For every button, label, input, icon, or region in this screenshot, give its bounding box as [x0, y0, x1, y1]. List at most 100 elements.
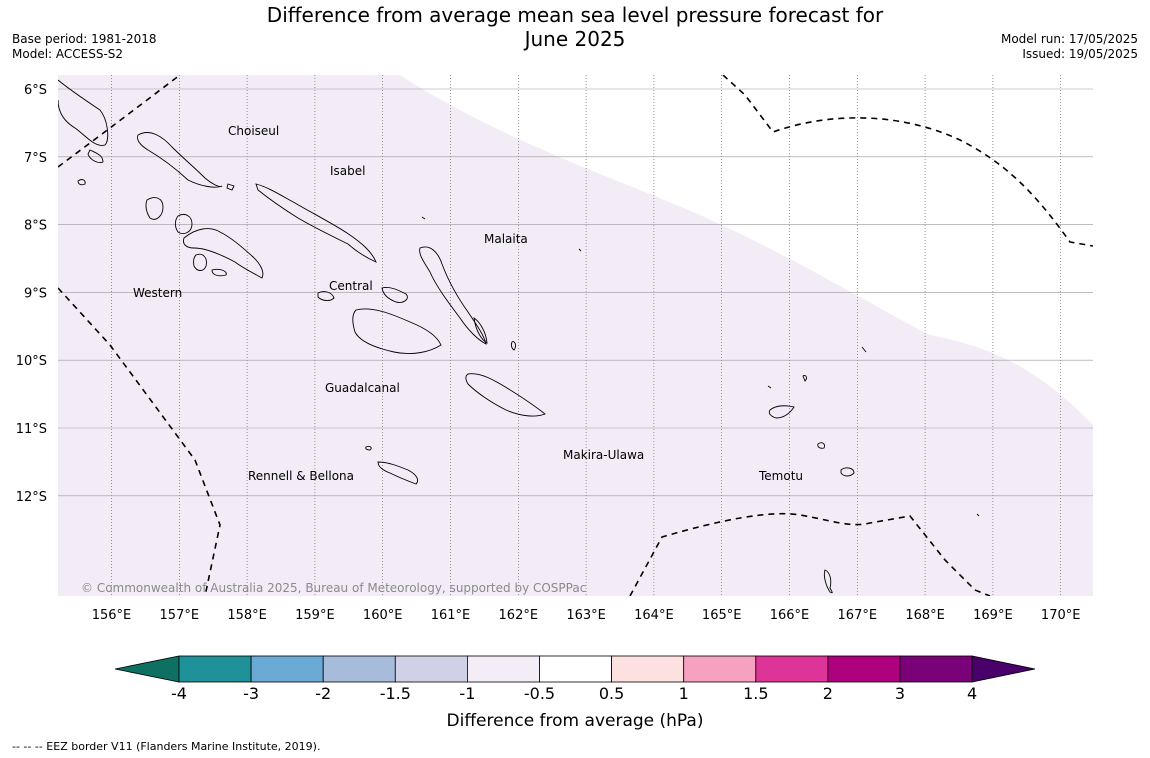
- colorbar-segment: [539, 655, 612, 683]
- region-label-rennell-bellona: Rennell & Bellona: [248, 469, 354, 483]
- region-label-makira-ulawa: Makira-Ulawa: [563, 448, 644, 462]
- lat-tick-label: 8°S: [24, 219, 47, 234]
- colorbar-tick-label: -4: [171, 684, 187, 703]
- chart-title: Difference from average mean sea level p…: [0, 3, 1150, 51]
- colorbar-segment: [394, 655, 468, 683]
- region-label-western: Western: [133, 286, 182, 300]
- colorbar-extend-low: [114, 655, 180, 683]
- coast-bougainville: [58, 79, 109, 146]
- coast-reef-islands: [802, 375, 807, 382]
- coast-vanuatu-torres: [823, 569, 833, 594]
- colorbar-tick-label: 3: [895, 684, 905, 703]
- colorbar-tick-label: 4: [967, 684, 977, 703]
- colorbar-tick-label: -1.5: [380, 684, 411, 703]
- eez-legend-note: -- -- -- EEZ border V11 (Flanders Marine…: [12, 740, 321, 753]
- model-name: Model: ACCESS-S2: [12, 47, 124, 61]
- coast-isabel: [255, 183, 377, 263]
- meta-right: Model run: 17/05/2025 Issued: 19/05/2025: [1001, 32, 1138, 62]
- coast-small-malaita: [473, 317, 488, 344]
- lon-tick-label: 159°E: [295, 608, 335, 623]
- colorbar-segment: [755, 655, 829, 683]
- coast-choiseul-tip: [226, 183, 235, 191]
- lon-tick-label: 163°E: [566, 608, 606, 623]
- colorbar-extend-high: [971, 655, 1036, 683]
- lon-tick-label: 160°E: [363, 608, 403, 623]
- coast-sikaiana: [578, 248, 582, 252]
- colorbar-tick-label: 0.5: [599, 684, 624, 703]
- lon-tick-label: 156°E: [92, 608, 132, 623]
- region-label-malaita: Malaita: [484, 232, 528, 246]
- title-line-1: Difference from average mean sea level p…: [266, 3, 884, 27]
- lon-tick-label: 169°E: [973, 608, 1013, 623]
- coast-choiseul: [137, 132, 223, 188]
- lon-tick-label: 157°E: [160, 608, 200, 623]
- lon-tick-label: 164°E: [634, 608, 674, 623]
- meta-left: Base period: 1981-2018 Model: ACCESS-S2: [12, 32, 157, 62]
- latitude-gridlines: [58, 88, 1093, 497]
- title-line-2: June 2025: [524, 27, 626, 51]
- coast-duff-small: [767, 385, 772, 389]
- coast-makira: [465, 373, 546, 417]
- issued-date: Issued: 19/05/2025: [1022, 47, 1138, 61]
- colorbar-segment: [178, 655, 252, 683]
- colorbar-tick-label: -1: [459, 684, 475, 703]
- coast-rendova: [193, 253, 207, 271]
- map-area: [58, 75, 1093, 596]
- coast-duff-islands: [861, 346, 867, 353]
- colorbar-label: Difference from average (hPa): [447, 711, 704, 731]
- coast-rennell: [377, 461, 419, 485]
- eez-border-south-west: [58, 287, 221, 596]
- coast-malaita: [419, 246, 487, 345]
- colorbar-segment: [827, 655, 901, 683]
- copyright-notice: © Commonwealth of Australia 2025, Bureau…: [81, 581, 586, 595]
- region-label-isabel: Isabel: [330, 164, 365, 178]
- colorbar-tick-label: -3: [243, 684, 259, 703]
- coast-santa-cruz-nendo: [768, 405, 795, 419]
- lon-tick-label: 166°E: [770, 608, 810, 623]
- lat-tick-label: 9°S: [24, 286, 47, 301]
- coast-ulawa: [510, 341, 516, 351]
- lon-tick-label: 158°E: [227, 608, 267, 623]
- coast-utupua: [817, 442, 825, 449]
- coast-shortland: [77, 179, 86, 186]
- lon-tick-label: 161°E: [431, 608, 471, 623]
- lon-tick-label: 165°E: [702, 608, 742, 623]
- colorbar-segment: [899, 655, 973, 683]
- base-period: Base period: 1981-2018: [12, 32, 157, 46]
- colorbar-tick-label: 1: [679, 684, 689, 703]
- eez-borders: [58, 75, 1093, 596]
- colorbar-tick-label: -2: [315, 684, 331, 703]
- coast-ontong-java: [421, 216, 426, 220]
- region-labels: Choiseul Isabel Malaita Western Central …: [133, 124, 803, 483]
- lat-tick-label: 12°S: [16, 490, 47, 505]
- colorbar-segment: [322, 655, 396, 683]
- region-label-central: Central: [329, 279, 373, 293]
- lat-tick-label: 7°S: [24, 151, 47, 166]
- latitude-labels: 6°S 7°S 8°S 9°S 10°S 11°S 12°S: [16, 83, 47, 505]
- coast-guadalcanal: [352, 308, 442, 355]
- eez-border-south-east: [629, 512, 991, 596]
- lat-tick-label: 11°S: [16, 422, 47, 437]
- region-label-choiseul: Choiseul: [228, 124, 279, 138]
- coast-new-georgia: [183, 228, 264, 279]
- region-label-temotu: Temotu: [758, 469, 803, 483]
- coast-tetepare: [211, 268, 227, 277]
- colorbar-segment: [250, 655, 324, 683]
- longitude-labels: 156°E 157°E 158°E 159°E 160°E 161°E 162°E 163°E…: [92, 608, 1081, 623]
- model-run: Model run: 17/05/2025: [1000, 32, 1138, 46]
- colorbar-segment: [611, 655, 685, 683]
- coast-bellona: [365, 445, 372, 451]
- coast-florida-islands: [381, 287, 408, 303]
- coast-russell-islands: [317, 291, 335, 301]
- coast-tikopia: [976, 513, 980, 517]
- coast-kolombangara: [174, 213, 193, 235]
- lon-tick-label: 168°E: [905, 608, 945, 623]
- colorbar: -4 -3 -2 -1.5 -1 -0.5 0.5 1 1.5 2 3 4: [114, 655, 1036, 703]
- lat-tick-label: 10°S: [16, 354, 47, 369]
- eez-border-north-west: [58, 75, 181, 168]
- coastlines: [58, 79, 980, 594]
- lat-tick-label: 6°S: [24, 83, 47, 98]
- lon-tick-label: 162°E: [499, 608, 539, 623]
- colorbar-tick-label: -0.5: [524, 684, 555, 703]
